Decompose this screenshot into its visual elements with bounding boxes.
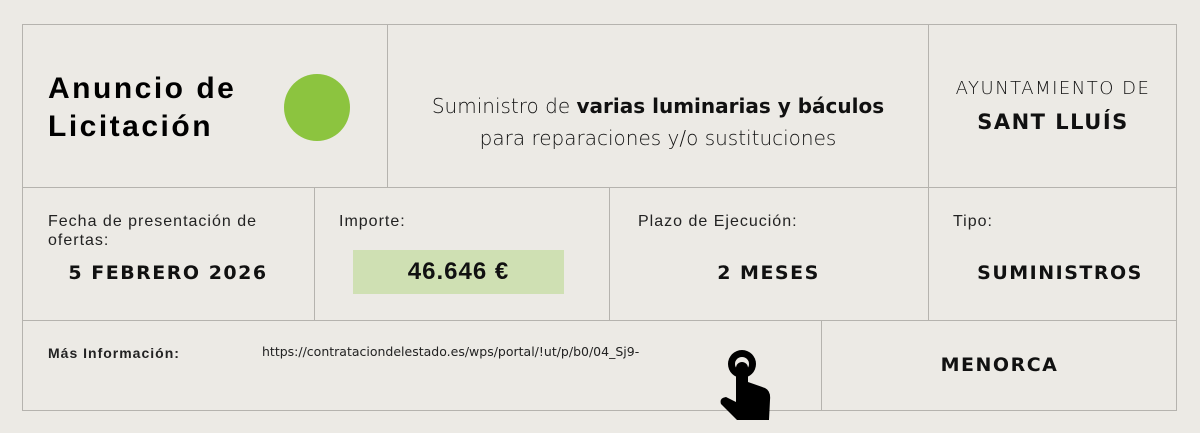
- entity-name: SANT LLUÍS: [977, 110, 1129, 134]
- amount-label: Importe:: [339, 213, 406, 230]
- info-link[interactable]: https://contrataciondelestado.es/wps/por…: [262, 344, 640, 359]
- divider: [928, 24, 929, 320]
- divider: [821, 320, 822, 411]
- type-label: Tipo:: [953, 213, 993, 230]
- subject-line2: para reparaciones y/o sustituciones: [479, 126, 837, 150]
- divider: [387, 24, 388, 187]
- green-dot-icon: [284, 74, 350, 141]
- type-value: SUMINISTROS: [977, 262, 1143, 284]
- pointing-hand-icon[interactable]: [717, 348, 773, 426]
- subject-text: Suministro de: [431, 94, 577, 118]
- subject-bold: varias luminarias y báculos: [576, 94, 885, 118]
- entity-label: AYUNTAMIENTO DE: [955, 78, 1151, 99]
- info-label: Más Información:: [48, 345, 180, 361]
- term-value: 2 MESES: [717, 262, 820, 284]
- divider: [314, 187, 315, 320]
- title-line: Anuncio de: [48, 72, 237, 105]
- amount-value: 46.646 €: [353, 250, 564, 294]
- page-title: Anuncio de Licitación: [48, 70, 236, 146]
- deadline-value: 5 FEBRERO 2026: [68, 262, 268, 284]
- divider: [22, 187, 1177, 188]
- deadline-label: Fecha de presentación de ofertas:: [48, 213, 258, 249]
- notice-frame: [22, 24, 1177, 411]
- divider: [22, 320, 1177, 321]
- tender-subject: Suministro de varias luminarias y báculo…: [388, 90, 928, 154]
- title-line: Licitación: [48, 110, 214, 143]
- term-label: Plazo de Ejecución:: [638, 213, 798, 230]
- divider: [609, 187, 610, 320]
- region-value: MENORCA: [940, 354, 1059, 376]
